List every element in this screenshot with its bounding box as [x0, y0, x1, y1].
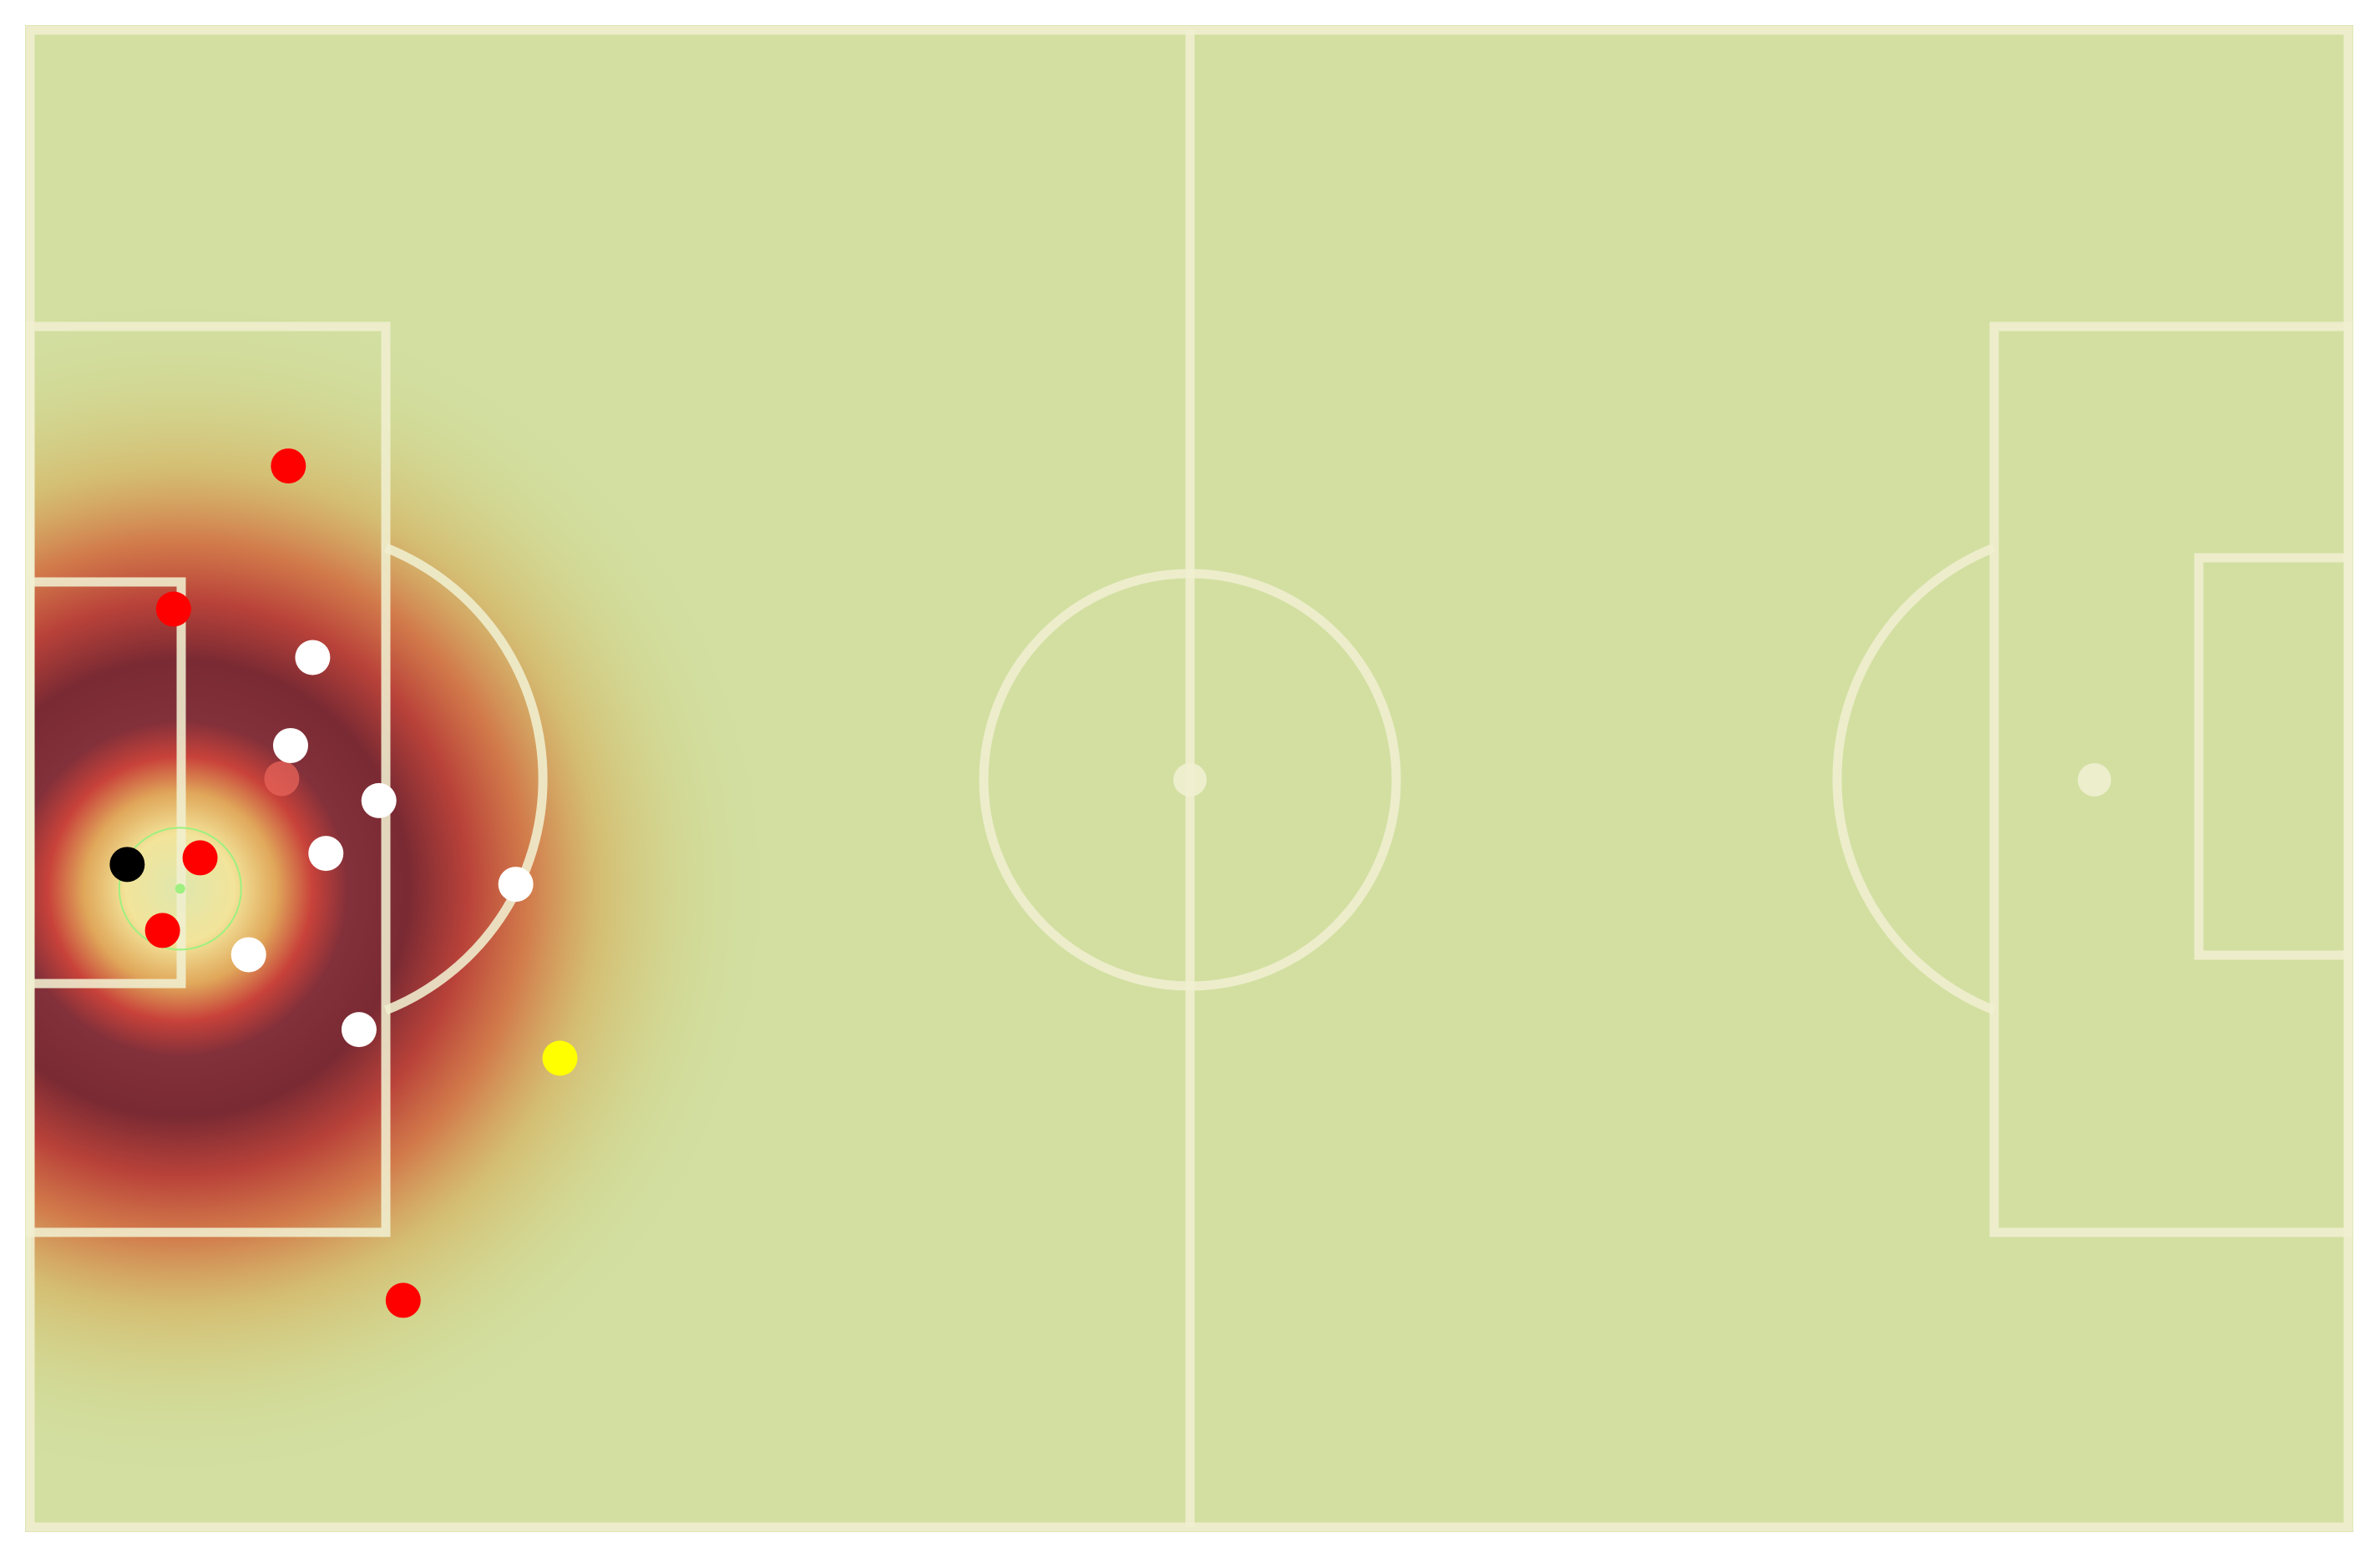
- left-goal-area: [25, 577, 186, 989]
- pitch-markings: [25, 25, 2353, 1532]
- player-marker-white: [361, 782, 397, 818]
- player-marker-red: [155, 591, 191, 627]
- right-penalty-spot: [2078, 763, 2111, 797]
- player-marker-white: [230, 937, 266, 973]
- centre-spot: [1173, 763, 1207, 797]
- player-marker-red: [144, 913, 180, 948]
- player-marker-white: [498, 867, 534, 903]
- focus-point: [175, 883, 185, 894]
- player-marker-red: [385, 1282, 421, 1318]
- player-marker-goalkeeper: [109, 847, 145, 883]
- right-goal-area: [2194, 553, 2353, 960]
- player-marker-white: [272, 727, 308, 763]
- player-marker-red: [182, 840, 218, 876]
- focus-marker: [118, 827, 242, 951]
- ball-marker: [542, 1040, 578, 1076]
- player-marker-white: [295, 640, 331, 675]
- player-marker-red-faded: [264, 761, 300, 797]
- left-penalty-arc: [383, 543, 548, 1015]
- right-penalty-arc: [1832, 543, 1997, 1015]
- centre-circle: [979, 569, 1401, 991]
- player-marker-white: [341, 1012, 377, 1048]
- player-markers: [109, 448, 578, 1318]
- player-marker-white: [308, 836, 344, 872]
- focus-ring: [118, 827, 242, 951]
- player-marker-red: [271, 448, 306, 484]
